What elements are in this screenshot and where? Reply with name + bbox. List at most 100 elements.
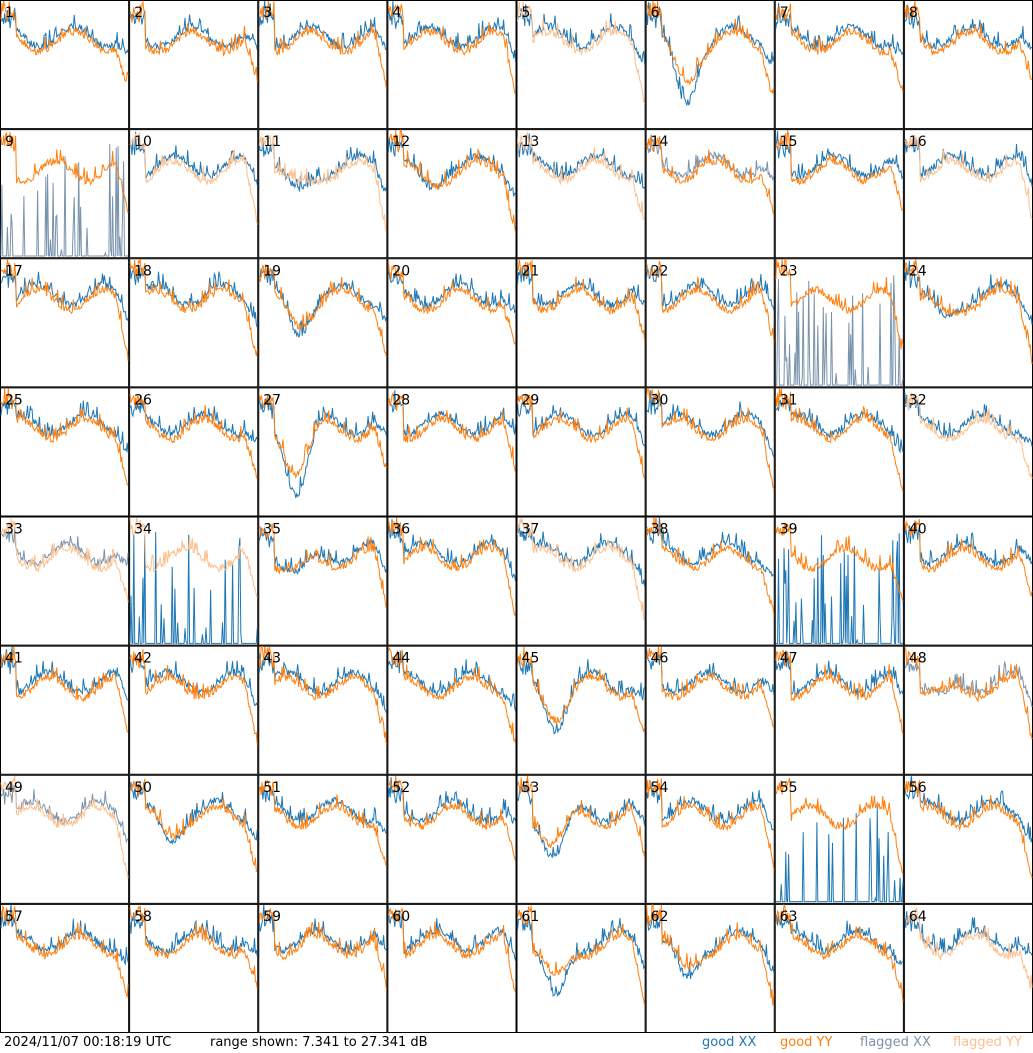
panel-label: 36 (392, 522, 410, 538)
series-yy (517, 393, 646, 479)
panel-label: 23 (780, 263, 798, 279)
panel-11: 11 (258, 129, 388, 259)
series-xx (646, 517, 775, 578)
series-xx (258, 904, 387, 955)
panel-13: 13 (516, 129, 646, 259)
panel-frame (129, 258, 259, 388)
panel-label: 3 (263, 5, 272, 21)
panel-frame (903, 0, 1033, 130)
panel-label: 52 (392, 780, 410, 796)
panel-24: 24 (903, 258, 1033, 388)
footer: 2024/11/07 00:18:19 UTC range shown: 7.3… (0, 1033, 1033, 1053)
panel-label: 6 (651, 5, 660, 21)
legend-good-yy: good YY (780, 1035, 833, 1050)
panel-10: 10 (129, 129, 259, 259)
panel-62: 62 (645, 903, 775, 1033)
panel-52: 52 (387, 774, 517, 904)
panel-35: 35 (258, 516, 388, 646)
panel-frame (645, 129, 775, 259)
panel-16: 16 (903, 129, 1033, 259)
panel-label: 18 (134, 263, 152, 279)
panel-63: 63 (774, 903, 904, 1033)
panel-frame (258, 387, 388, 517)
panel-60: 60 (387, 903, 517, 1033)
series-yy (387, 391, 516, 474)
series-yy (258, 264, 387, 358)
series-xx (129, 265, 258, 328)
panel-3: 3 (258, 0, 388, 130)
panel-36: 36 (387, 516, 517, 646)
panel-31: 31 (774, 387, 904, 517)
panel-59: 59 (258, 903, 388, 1033)
panel-label: 62 (651, 909, 669, 925)
panel-label: 33 (5, 522, 23, 538)
panel-frame (774, 774, 904, 904)
panel-label: 31 (780, 392, 798, 408)
timestamp: 2024/11/07 00:18:19 UTC (4, 1035, 172, 1050)
panel-frame (129, 903, 259, 1033)
series-yy (904, 519, 1033, 598)
panel-label: 32 (909, 392, 927, 408)
panel-61: 61 (516, 903, 646, 1033)
series-yy (129, 778, 258, 873)
series-yy (129, 132, 258, 225)
series-yy (387, 647, 516, 744)
panel-label: 1 (5, 5, 14, 21)
series-xx (646, 134, 775, 182)
panel-12: 12 (387, 129, 517, 259)
series-xx (904, 4, 1033, 51)
panel-frame (0, 774, 130, 904)
series-yy (258, 394, 387, 480)
panel-frame (387, 516, 517, 646)
panel-54: 54 (645, 774, 775, 904)
series-xx (904, 521, 1033, 568)
panel-frame (516, 516, 646, 646)
panel-frame (0, 645, 130, 775)
panel-33: 33 (0, 516, 130, 646)
panel-25: 25 (0, 387, 130, 517)
panel-label: 34 (134, 522, 152, 538)
series-xx (0, 904, 129, 966)
panel-label: 58 (134, 909, 152, 925)
panel-7: 7 (774, 0, 904, 130)
series-yy (646, 516, 775, 616)
series-yy (258, 908, 387, 991)
panel-frame (129, 774, 259, 904)
series-xx (0, 7, 129, 55)
series-yy (0, 259, 129, 361)
panel-label: 13 (522, 134, 540, 150)
panel-label: 44 (392, 651, 410, 667)
series-yy (775, 523, 904, 602)
panel-label: 37 (522, 522, 540, 538)
legend-flagged-yy: flagged YY (953, 1035, 1022, 1050)
panel-frame (387, 0, 517, 130)
panel-frame (903, 903, 1033, 1033)
panel-30: 30 (645, 387, 775, 517)
panel-label: 49 (5, 780, 23, 796)
panel-label: 35 (263, 522, 281, 538)
panel-48: 48 (903, 645, 1033, 775)
panel-label: 21 (522, 263, 540, 279)
series-yy (904, 135, 1033, 220)
panel-44: 44 (387, 645, 517, 775)
panel-frame (516, 387, 646, 517)
series-yy (387, 260, 516, 345)
series-yy (388, 775, 516, 862)
panel-9: 9 (0, 129, 130, 259)
panel-57: 57 (0, 903, 130, 1033)
panel-label: 11 (263, 134, 281, 150)
series-xx (646, 648, 775, 696)
panel-label: 26 (134, 392, 152, 408)
panel-32: 32 (903, 387, 1033, 517)
panel-label: 40 (909, 522, 927, 538)
panel-frame (0, 516, 130, 646)
panel-frame (903, 516, 1033, 646)
panel-label: 15 (780, 134, 798, 150)
series-yy (646, 260, 775, 343)
series-yy (258, 779, 387, 866)
panel-label: 19 (263, 263, 281, 279)
panel-label: 9 (5, 134, 14, 150)
panel-frame (258, 258, 388, 388)
panel-frame (645, 903, 775, 1033)
